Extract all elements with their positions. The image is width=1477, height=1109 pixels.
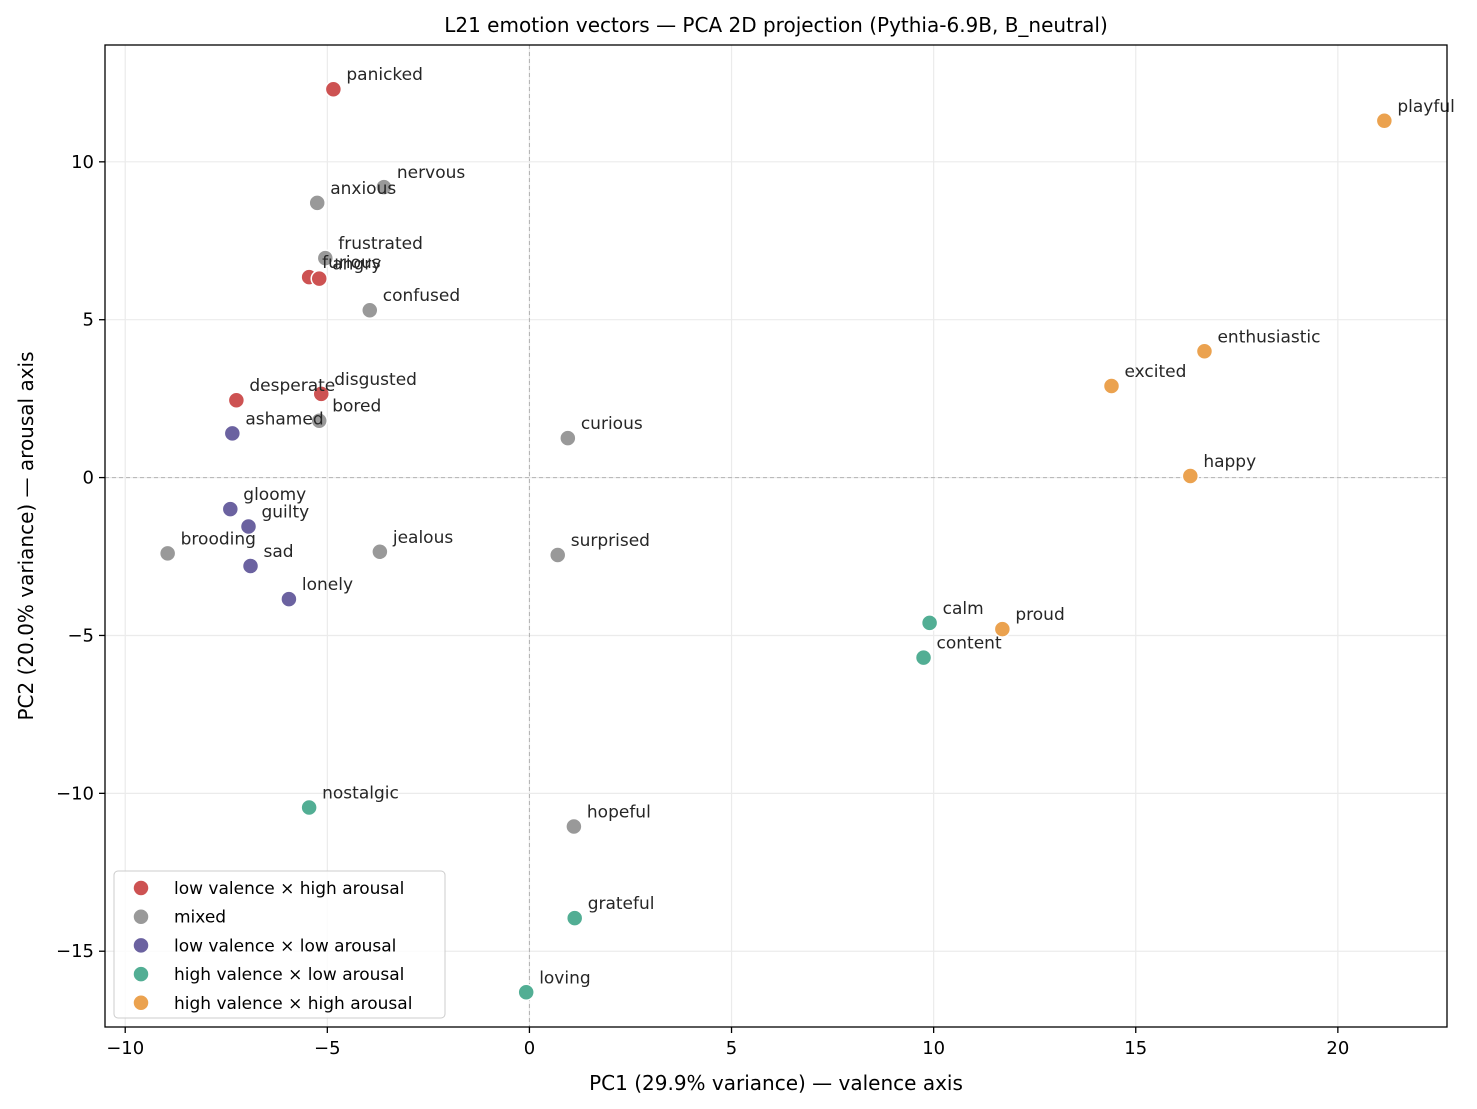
y-tick-label: 10: [71, 152, 94, 173]
point-label: bored: [332, 397, 381, 417]
point-label: surprised: [571, 531, 650, 551]
data-point: [227, 391, 246, 409]
legend-marker: [132, 994, 150, 1012]
x-axis-label: PC1 (29.9% variance) — valence axis: [589, 1071, 963, 1095]
point-label: lonely: [302, 575, 353, 595]
point-label: grateful: [588, 894, 655, 914]
y-tick-label: −5: [67, 625, 94, 646]
y-axis-ticks: −15 −10 −5 0 5 10: [56, 152, 105, 962]
y-tick-label: −10: [56, 783, 94, 804]
data-point: [1181, 467, 1200, 485]
data-point: [1102, 377, 1121, 395]
data-point: [312, 385, 331, 403]
x-tick-label: −5: [314, 1038, 341, 1059]
legend: low valence × high arousal mixed low valen…: [113, 870, 446, 1019]
data-point: [221, 500, 240, 518]
point-label: nervous: [397, 163, 465, 183]
point-label: curious: [581, 414, 643, 434]
data-point: [241, 557, 260, 575]
data-point: [914, 648, 933, 667]
point-label: loving: [539, 968, 590, 988]
data-point: [565, 909, 584, 927]
point-label: gloomy: [243, 485, 306, 505]
point-label: ashamed: [245, 409, 323, 429]
point-label: content: [937, 634, 1002, 654]
legend-box: [113, 870, 446, 1019]
legend-label: high valence × high arousal: [174, 994, 412, 1014]
legend-label: low valence × high arousal: [174, 879, 404, 899]
data-point: [280, 590, 298, 608]
data-point: [158, 544, 177, 563]
point-label: nostalgic: [322, 784, 399, 804]
point-label: guilty: [261, 503, 309, 523]
chart-title: L21 emotion vectors — PCA 2D projection …: [444, 13, 1108, 37]
data-point: [993, 620, 1012, 638]
y-tick-label: 5: [83, 310, 94, 331]
data-point: [920, 614, 939, 632]
data-point: [310, 269, 328, 288]
data-point: [324, 80, 343, 98]
x-axis-ticks: −10 −5 0 5 10 15 20: [106, 1027, 1349, 1059]
y-tick-label: −15: [56, 941, 94, 962]
point-label: proud: [1015, 605, 1064, 625]
point-label: furious: [322, 253, 381, 273]
x-tick-label: 10: [922, 1038, 945, 1059]
data-point: [517, 983, 535, 1002]
point-label: excited: [1125, 362, 1187, 382]
x-tick-label: 5: [726, 1038, 737, 1059]
point-label: jealous: [392, 528, 453, 548]
x-tick-label: 20: [1326, 1038, 1349, 1059]
grid-lines: [105, 45, 1447, 1027]
y-axis-label: PC2 (20.0% variance) — arousal axis: [14, 351, 38, 720]
data-point: [1375, 112, 1394, 130]
legend-label: low valence × low arousal: [174, 936, 396, 956]
legend-label: high valence × low arousal: [174, 965, 404, 985]
plot-frame: [104, 44, 1448, 1028]
data-point: [375, 178, 393, 196]
legend-marker: [132, 879, 150, 897]
data-point: [565, 817, 583, 836]
data-point: [1195, 342, 1214, 361]
point-label: disgusted: [334, 370, 417, 390]
data-point: [316, 249, 335, 267]
point-label: hopeful: [587, 802, 651, 822]
point-label: anxious: [330, 179, 396, 199]
legend-marker: [132, 907, 150, 926]
point-label: panicked: [346, 65, 423, 85]
data-point: [239, 517, 258, 536]
point-label: angry: [332, 255, 381, 275]
point-label: brooding: [181, 529, 256, 549]
point-label: enthusiastic: [1217, 327, 1320, 347]
x-tick-label: 0: [524, 1038, 535, 1059]
y-tick-label: 0: [83, 468, 94, 489]
data-point: [310, 411, 328, 430]
data-points: [158, 80, 1394, 1002]
legend-marker: [132, 965, 150, 983]
x-tick-label: 15: [1124, 1038, 1147, 1059]
point-label: calm: [943, 599, 984, 619]
data-point: [548, 546, 567, 564]
legend-marker: [132, 936, 150, 955]
point-label: confused: [383, 286, 460, 306]
legend-label: mixed: [174, 908, 226, 928]
data-point: [223, 424, 242, 443]
data-point: [559, 429, 577, 447]
point-label: happy: [1203, 452, 1256, 472]
point-label: desperate: [249, 376, 335, 396]
point-label: playful: [1397, 97, 1454, 117]
x-tick-label: −10: [106, 1038, 144, 1059]
reference-lines: [105, 45, 1447, 1027]
data-point: [308, 194, 326, 212]
data-point: [300, 798, 318, 817]
data-point: [371, 543, 389, 561]
data-point: [361, 301, 379, 319]
point-label: sad: [264, 542, 294, 562]
point-label: frustrated: [338, 234, 423, 254]
